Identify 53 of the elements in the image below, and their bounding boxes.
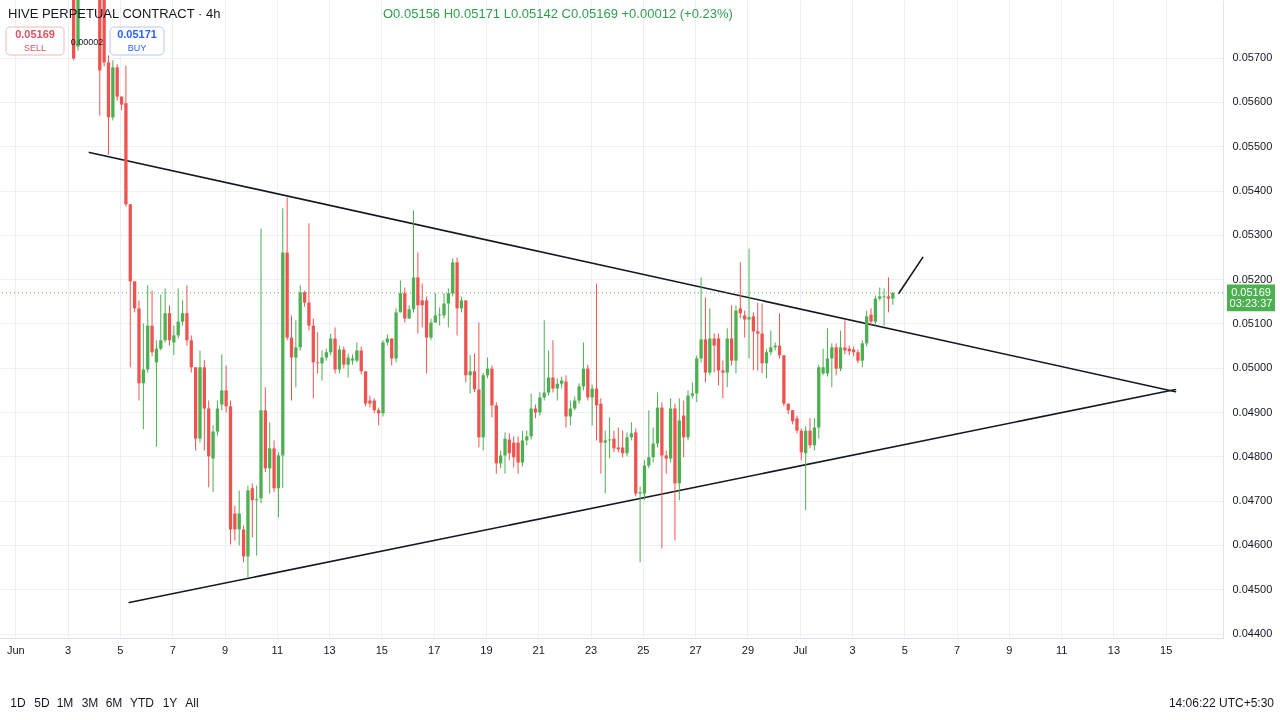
y-tick-label: 0.05700 xyxy=(1232,51,1273,64)
y-tick-label: 0.04900 xyxy=(1232,405,1273,418)
y-tick-label: 0.04400 xyxy=(1232,627,1273,640)
y-tick-label: 0.05100 xyxy=(1232,316,1273,329)
x-tick-label: 9 xyxy=(1006,643,1013,656)
text: YTD xyxy=(130,696,155,710)
y-tick-label: 0.04700 xyxy=(1232,494,1273,507)
annotation: 0.05169 xyxy=(15,28,55,40)
x-tick-label: 13 xyxy=(1107,643,1121,656)
x-tick-label: 5 xyxy=(901,643,908,656)
text: 1M xyxy=(56,696,74,710)
x-tick-label: 11 xyxy=(1055,643,1068,656)
x-tick-label: 3 xyxy=(65,643,72,656)
annotation: 0.05171 xyxy=(117,28,157,40)
y-tick-label: 0.05500 xyxy=(1232,139,1273,152)
x-tick-label: Jun xyxy=(6,643,25,656)
x-tick-label: 25 xyxy=(637,643,650,656)
x-tick-label: 5 xyxy=(117,643,124,656)
x-tick-label: 15 xyxy=(375,643,388,656)
y-tick-label: 0.04500 xyxy=(1232,582,1273,595)
x-tick-label: Jul xyxy=(793,643,808,656)
ref-line-label: 0.05169 xyxy=(1231,285,1271,298)
text: 14:06:22 UTC+5:30 xyxy=(1168,696,1275,710)
text: 03:23:37 xyxy=(1229,297,1273,309)
x-tick-label: 21 xyxy=(532,643,545,656)
y-tick-label: 0.04800 xyxy=(1232,449,1273,462)
text: 1Y xyxy=(162,696,178,710)
y-tick-label: 0.05000 xyxy=(1232,361,1273,374)
y-tick-label: 0.05400 xyxy=(1232,184,1273,197)
x-tick-label: 27 xyxy=(689,643,702,656)
x-tick-label: 13 xyxy=(323,643,336,656)
x-tick-label: 9 xyxy=(221,643,229,656)
x-tick-label: 7 xyxy=(953,643,961,656)
text: 1D xyxy=(10,696,26,710)
x-tick-label: 17 xyxy=(428,643,441,656)
x-tick-label: 19 xyxy=(480,643,493,656)
x-tick-label: 15 xyxy=(1160,643,1173,656)
x-tick-label: 23 xyxy=(584,643,598,656)
text: All xyxy=(185,696,199,710)
y-tick-label: 0.05200 xyxy=(1232,272,1273,285)
y-tick-label: 0.05300 xyxy=(1232,228,1273,241)
x-tick-label: 7 xyxy=(169,643,176,656)
x-tick-label: 11 xyxy=(271,643,284,656)
annotation: O0.05156 H0.05171 L0.05142 C0.05169 +0.00012 (+0.23%) xyxy=(383,6,733,21)
x-tick-label: 3 xyxy=(849,643,856,656)
annotation: BUY xyxy=(127,43,147,53)
text: 3M xyxy=(81,696,99,710)
text: 6M xyxy=(105,696,123,710)
y-tick-label: 0.04600 xyxy=(1232,538,1273,551)
annotation: SELL xyxy=(23,43,47,53)
y-tick-label: 0.05600 xyxy=(1232,95,1273,108)
x-tick-label: 29 xyxy=(741,643,755,656)
text: 5D xyxy=(34,696,50,710)
